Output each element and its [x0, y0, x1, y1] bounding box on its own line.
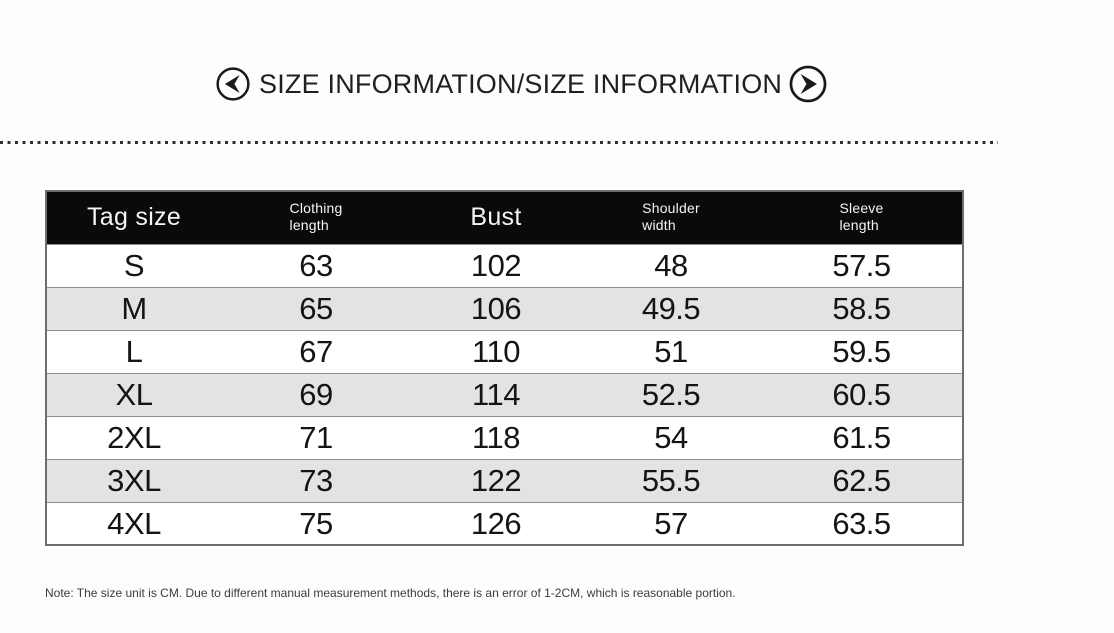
- measurement-cell: 122: [411, 458, 581, 502]
- size-table-header: Tag size Clothing length Bust Shoulder wid…: [46, 191, 963, 244]
- size-row: S 63 102 48 57.5: [46, 243, 963, 287]
- column-header-shoulder-width: Shoulder width: [581, 191, 761, 244]
- measurement-cell: 57.5: [761, 243, 963, 287]
- measurement-cell: 69: [221, 372, 411, 416]
- measurement-cell: 75: [221, 501, 411, 545]
- measurement-cell: 114: [411, 372, 581, 416]
- measurement-cell: 51: [581, 329, 761, 373]
- measurement-cell: 49.5: [581, 286, 761, 330]
- measurement-cell: 61.5: [761, 415, 963, 459]
- measurement-cell: 54: [581, 415, 761, 459]
- measurement-cell: 60.5: [761, 372, 963, 416]
- measurement-cell: 63.5: [761, 501, 963, 545]
- size-table-body: S 63 102 48 57.5 M 65 106 49.5 58.5 L 67 110 51 59.5 XL…: [46, 243, 963, 545]
- measurement-cell: 118: [411, 415, 581, 459]
- circle-arrow-left-icon: [215, 66, 251, 102]
- column-header-bust: Bust: [411, 191, 581, 244]
- size-row: L 67 110 51 59.5: [46, 329, 963, 373]
- tag-size-cell: M: [46, 286, 221, 330]
- column-header-tag-size: Tag size: [46, 191, 221, 244]
- measurement-note: Note: The size unit is CM. Due to differ…: [45, 586, 736, 600]
- size-row: 3XL 73 122 55.5 62.5: [46, 458, 963, 502]
- section-title: SIZE INFORMATION/SIZE INFORMATION: [259, 68, 783, 99]
- tag-size-cell: 2XL: [46, 415, 221, 459]
- size-row: M 65 106 49.5 58.5: [46, 286, 963, 330]
- measurement-cell: 71: [221, 415, 411, 459]
- column-header-sleeve-length: Sleeve length: [761, 191, 963, 244]
- measurement-cell: 62.5: [761, 458, 963, 502]
- measurement-cell: 106: [411, 286, 581, 330]
- tag-size-cell: L: [46, 329, 221, 373]
- measurement-cell: 126: [411, 501, 581, 545]
- size-row: 2XL 71 118 54 61.5: [46, 415, 963, 459]
- measurement-cell: 58.5: [761, 286, 963, 330]
- size-row: 4XL 75 126 57 63.5: [46, 501, 963, 545]
- measurement-cell: 63: [221, 243, 411, 287]
- tag-size-cell: S: [46, 243, 221, 287]
- measurement-cell: 59.5: [761, 329, 963, 373]
- measurement-cell: 57: [581, 501, 761, 545]
- size-table: Tag size Clothing length Bust Shoulder wid…: [45, 190, 964, 546]
- measurement-cell: 102: [411, 243, 581, 287]
- next-size-info-button[interactable]: [788, 64, 828, 104]
- tag-size-cell: XL: [46, 372, 221, 416]
- measurement-cell: 110: [411, 329, 581, 373]
- circle-arrow-right-icon: [788, 64, 828, 104]
- measurement-cell: 52.5: [581, 372, 761, 416]
- dashed-divider: [0, 141, 998, 144]
- column-header-clothing-length: Clothing length: [221, 191, 411, 244]
- measurement-cell: 65: [221, 286, 411, 330]
- size-info-header: SIZE INFORMATION/SIZE INFORMATION: [213, 59, 828, 109]
- measurement-cell: 48: [581, 243, 761, 287]
- measurement-cell: 73: [221, 458, 411, 502]
- measurement-cell: 67: [221, 329, 411, 373]
- measurement-cell: 55.5: [581, 458, 761, 502]
- tag-size-cell: 3XL: [46, 458, 221, 502]
- tag-size-cell: 4XL: [46, 501, 221, 545]
- size-row: XL 69 114 52.5 60.5: [46, 372, 963, 416]
- prev-size-info-button[interactable]: [213, 64, 253, 104]
